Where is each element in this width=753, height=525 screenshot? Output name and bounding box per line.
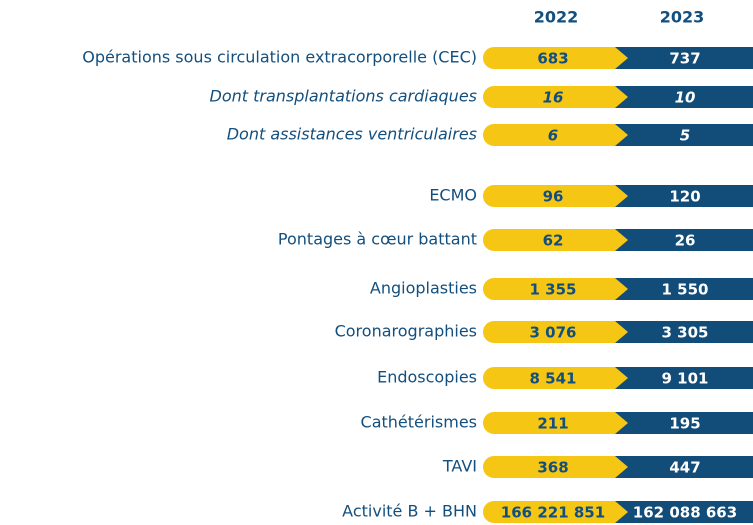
row-label: Angioplasties bbox=[370, 279, 477, 298]
row-label: Activité B + BHN bbox=[342, 502, 477, 521]
cell-2023: 9 101 bbox=[662, 370, 709, 388]
cell-2023: 162 088 663 bbox=[633, 504, 737, 522]
row-label: Pontages à cœur battant bbox=[278, 230, 477, 249]
cell-2022-arrow bbox=[483, 456, 628, 478]
row-label: Dont assistances ventriculaires bbox=[227, 125, 477, 144]
cell-2023-bg bbox=[612, 86, 753, 108]
cell-2022: 368 bbox=[537, 459, 568, 477]
column-header: 2022 bbox=[534, 8, 579, 27]
cell-2022: 1 355 bbox=[530, 281, 577, 299]
row-label: Endoscopies bbox=[377, 368, 477, 387]
cell-2022: 166 221 851 bbox=[501, 504, 605, 522]
cell-2022: 6 bbox=[548, 127, 558, 145]
row-label: TAVI bbox=[442, 457, 477, 476]
cell-2023-bg bbox=[612, 229, 753, 251]
cell-2022-arrow bbox=[483, 185, 628, 207]
cell-2022: 211 bbox=[537, 415, 568, 433]
cell-2023-bg bbox=[612, 501, 753, 523]
cell-2023: 10 bbox=[675, 89, 696, 107]
row-label: ECMO bbox=[429, 186, 477, 205]
cell-2023: 3 305 bbox=[662, 324, 709, 342]
row-label: Cathétérismes bbox=[361, 413, 477, 432]
cell-2023-bg bbox=[612, 321, 753, 343]
cell-2022-arrow bbox=[483, 278, 628, 300]
cell-2023: 5 bbox=[680, 127, 690, 145]
row-label: Coronarographies bbox=[335, 322, 477, 341]
cell-2022: 8 541 bbox=[530, 370, 577, 388]
cell-2022-arrow bbox=[483, 321, 628, 343]
cell-2022-arrow bbox=[483, 367, 628, 389]
cell-2022-arrow bbox=[483, 229, 628, 251]
cell-2023-bg bbox=[612, 456, 753, 478]
cell-2022: 96 bbox=[543, 188, 564, 206]
cell-2023: 195 bbox=[669, 415, 700, 433]
cell-2023: 447 bbox=[669, 459, 700, 477]
cell-2022: 62 bbox=[543, 232, 564, 250]
cell-2022: 3 076 bbox=[530, 324, 577, 342]
column-header: 2023 bbox=[660, 8, 705, 27]
cell-2022-arrow bbox=[483, 501, 628, 523]
cell-2023-bg bbox=[612, 185, 753, 207]
row-label: Opérations sous circulation extracorpore… bbox=[82, 48, 477, 67]
cell-2023-bg bbox=[612, 367, 753, 389]
row-label: Dont transplantations cardiaques bbox=[210, 87, 478, 106]
cell-2023-bg bbox=[612, 412, 753, 434]
cell-2023: 26 bbox=[675, 232, 696, 250]
cell-2022: 683 bbox=[537, 50, 568, 68]
cell-2023-bg bbox=[612, 124, 753, 146]
cell-2022-arrow bbox=[483, 124, 628, 146]
cell-2023: 1 550 bbox=[662, 281, 709, 299]
cell-2023-bg bbox=[612, 278, 753, 300]
cell-2022-arrow bbox=[483, 412, 628, 434]
cell-2023-bg bbox=[612, 47, 753, 69]
cell-2023: 120 bbox=[669, 188, 700, 206]
cell-2023: 737 bbox=[669, 50, 700, 68]
cell-2022-arrow bbox=[483, 47, 628, 69]
cell-2022-arrow bbox=[483, 86, 628, 108]
cell-2022: 16 bbox=[543, 89, 564, 107]
